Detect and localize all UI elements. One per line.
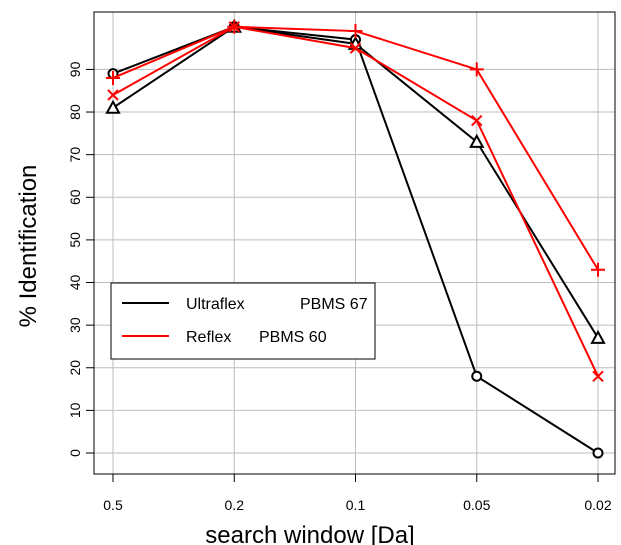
data-point-triangle [590,329,606,344]
data-point-cross [349,42,362,54]
data-point-cross [228,21,240,33]
data-point-cross [471,114,483,127]
x-tick-label: 0.1 [346,497,366,513]
data-point-triangle [469,133,485,148]
x-axis-title: search window [Da] [205,522,414,545]
data-point-cross [592,370,604,382]
legend-label-ultraflex: PBMS 67 [300,296,368,313]
data-point-plus [106,70,120,85]
x-tick-label: 0.2 [225,497,245,513]
y-tick-label: 70 [67,147,83,163]
data-point-circle [471,370,483,382]
data-point-triangle [105,99,121,114]
grid [94,12,615,474]
data-point-plus [591,262,605,277]
legend-instrument-reflex: Reflex [186,329,231,346]
y-tick-label: 40 [67,275,83,291]
data-point-plus [469,62,484,77]
y-tick-label: 90 [67,61,83,77]
legend-label-reflex: PBMS 60 [259,329,327,346]
y-tick-label: 50 [67,232,83,248]
y-tick-label: 80 [67,104,83,120]
legend-instrument-ultraflex: Ultraflex [186,296,245,313]
x-tick-label: 0.05 [463,497,490,513]
legend: Ultraflex PBMS 67 Reflex PBMS 60 [110,282,376,360]
y-tick-label: 20 [67,360,83,376]
x-axis: 0.5 0.2 0.1 0.05 0.02 [103,474,612,513]
y-tick-label: 10 [67,402,83,418]
plot-frame [93,11,616,475]
y-axis: 0 10 20 30 40 50 60 70 80 90 [67,61,94,457]
y-tick-label: 0 [67,449,83,457]
x-tick-label: 0.5 [103,497,123,513]
y-axis-title: % Identification [15,165,42,328]
data-point-cross [107,89,119,101]
x-tick-label: 0.02 [584,497,611,513]
series-group [105,18,606,459]
data-point-plus [348,24,363,39]
legend-box [110,282,376,360]
y-tick-label: 60 [67,189,83,205]
data-point-circle [592,447,604,459]
y-tick-label: 30 [67,317,83,333]
